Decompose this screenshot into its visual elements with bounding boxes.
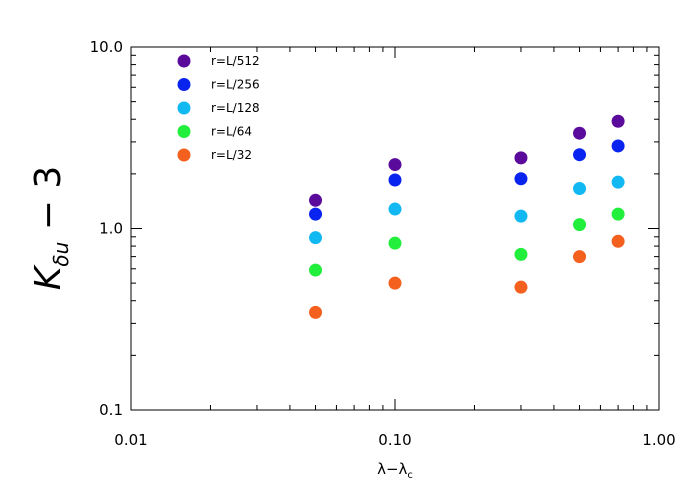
legend-marker xyxy=(177,125,191,138)
data-point xyxy=(309,305,323,319)
data-point xyxy=(611,207,625,221)
x-tick-label: 0.01 xyxy=(114,431,147,449)
data-point xyxy=(514,209,528,223)
legend-label: r=L/64 xyxy=(211,125,252,139)
data-point xyxy=(573,250,587,264)
data-point xyxy=(388,158,402,172)
legend-label: r=L/128 xyxy=(211,101,260,115)
legend-marker xyxy=(177,54,191,68)
data-point xyxy=(309,263,323,277)
data-point xyxy=(514,247,528,261)
legend-label: r=L/512 xyxy=(211,54,260,68)
legend-marker xyxy=(177,78,191,91)
data-point xyxy=(611,175,625,189)
data-point xyxy=(388,202,402,216)
data-point xyxy=(309,207,323,221)
legend-marker xyxy=(177,101,191,115)
legend-label: r=L/256 xyxy=(211,78,260,92)
data-point xyxy=(388,173,402,187)
x-tick-label: 1.00 xyxy=(642,431,675,449)
data-point xyxy=(611,234,625,248)
legend-marker xyxy=(177,148,191,162)
major-ticks xyxy=(130,46,660,411)
y-tick-label: 1.0 xyxy=(99,220,123,238)
x-axis-label: λ−λc xyxy=(377,460,413,481)
svg-text:Kδu − 3: Kδu − 3 xyxy=(28,166,73,291)
data-point xyxy=(573,182,587,196)
data-point xyxy=(309,231,323,245)
y-tick-label: 0.1 xyxy=(99,401,123,419)
y-axis-label: Kδu − 3 xyxy=(28,166,73,291)
legend: r=L/512 r=L/256 r=L/128 r=L/64 r=L/32 xyxy=(177,54,260,162)
data-point xyxy=(514,280,528,294)
legend-label: r=L/32 xyxy=(211,148,252,162)
data-point xyxy=(388,276,402,290)
data-point xyxy=(611,139,625,153)
data-point xyxy=(573,148,587,162)
data-point xyxy=(573,218,587,232)
data-points xyxy=(309,114,625,319)
data-point xyxy=(611,114,625,128)
data-point xyxy=(309,193,323,207)
x-tick-label: 0.10 xyxy=(378,431,411,449)
minor-ticks xyxy=(131,47,659,410)
data-point xyxy=(573,126,587,140)
data-point xyxy=(514,151,528,165)
y-tick-label: 10.0 xyxy=(90,38,123,56)
data-point xyxy=(388,236,402,250)
data-point xyxy=(514,172,528,186)
tick-labels: 0.01 0.10 1.00 0.1 1.0 10.0 xyxy=(90,38,676,449)
